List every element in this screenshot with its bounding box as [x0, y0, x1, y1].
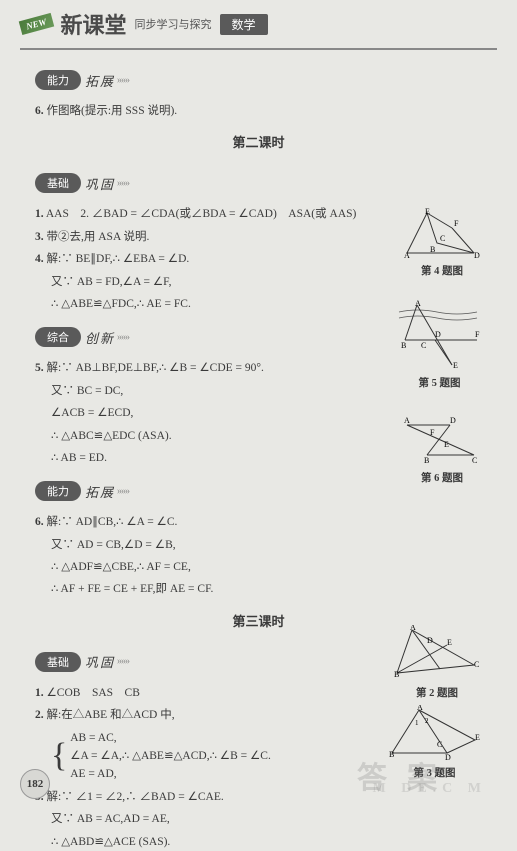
svg-text:A: A — [404, 251, 410, 258]
svg-text:1: 1 — [415, 719, 419, 727]
svg-text:E: E — [475, 733, 480, 742]
new-badge: NEW — [19, 13, 54, 35]
triangle-abc-icon: A B C D E — [392, 625, 482, 680]
item-number: 3. — [35, 231, 44, 243]
chevron-icon: »»» — [117, 656, 129, 667]
item-text: 解:在△ABE 和△ACD 中, — [47, 709, 175, 721]
parallel-diagram-icon: A D F E B C — [402, 415, 482, 465]
svg-text:A: A — [410, 625, 416, 632]
answer-item: 又∵ AB = AC,AD = AE, — [35, 810, 482, 828]
svg-text:B: B — [430, 245, 435, 254]
tag-pill: 能力 — [35, 481, 81, 501]
figure-2-caption: 第 2 题图 — [392, 685, 482, 700]
svg-text:F: F — [430, 428, 435, 437]
tag-pill: 能力 — [35, 70, 81, 90]
subject-tab: 数学 — [220, 14, 268, 35]
answer-item: 6. 作图略(提示:用 SSS 说明). — [35, 102, 482, 120]
svg-text:2: 2 — [425, 717, 429, 725]
svg-text:C: C — [474, 660, 479, 669]
tag-pill: 基础 — [35, 652, 81, 672]
item-text: 解:∵ AD∥CB,∴ ∠A = ∠C. — [47, 516, 178, 528]
svg-text:A: A — [417, 705, 423, 712]
item-text: 解:∵ ∠1 = ∠2,∴ ∠BAD = ∠CAE. — [47, 791, 224, 803]
tag-suffix: 拓展 — [85, 71, 115, 90]
tag-pill: 基础 — [35, 173, 81, 193]
item-text: 解:∵ BE∥DF,∴ ∠EBA = ∠D. — [47, 253, 190, 265]
triangle-diagram-icon: A B C D E F — [402, 208, 482, 258]
svg-text:E: E — [447, 638, 452, 647]
answer-item: 6. 解:∵ AD∥CB,∴ ∠A = ∠C. — [35, 513, 482, 531]
page-header: NEW 新课堂 同步学习与探究 数学 — [0, 0, 517, 48]
item-number: 1. — [35, 208, 44, 220]
svg-text:B: B — [424, 456, 429, 465]
item-text: 作图略(提示:用 SSS 说明). — [47, 105, 178, 117]
book-subtitle: 同步学习与探究 — [135, 16, 212, 32]
page-number: 182 — [20, 769, 50, 799]
item-text: ∠COB SAS CB — [47, 687, 140, 699]
figure-6-caption: 第 6 题图 — [402, 470, 482, 485]
item-text: 解:∵ AB⊥BF,DE⊥BF,∴ ∠B = ∠CDE = 90°. — [47, 362, 264, 374]
svg-text:A: A — [415, 300, 421, 308]
figure-5-caption: 第 5 题图 — [397, 375, 482, 390]
section-ext: 能力 拓展 »»» — [35, 481, 129, 501]
figure-5: A B C D E F 第 5 题图 — [397, 300, 482, 390]
svg-text:C: C — [440, 234, 445, 243]
chevron-icon: »»» — [117, 486, 129, 497]
watermark-url: M DE.C M — [373, 781, 488, 797]
brace-content: AB = AC, ∠A = ∠A,∴ △ABE≌△ACD,∴ ∠B = ∠C. … — [70, 729, 271, 784]
section-base: 基础 巩固 »»» — [35, 173, 129, 193]
svg-text:A: A — [404, 416, 410, 425]
chevron-icon: »»» — [117, 332, 129, 343]
left-brace-icon: { — [51, 750, 67, 762]
item-text: AAS 2. ∠BAD = ∠CDA(或∠BDA = ∠CAD) ASA(或 A… — [46, 208, 356, 220]
tag-suffix: 巩固 — [85, 652, 115, 671]
tag-suffix: 创新 — [85, 328, 115, 347]
svg-text:F: F — [475, 330, 480, 339]
tag-suffix: 拓展 — [85, 482, 115, 501]
chevron-icon: »»» — [117, 178, 129, 189]
item-number: 4. — [35, 253, 44, 265]
svg-text:C: C — [437, 740, 442, 749]
svg-text:D: D — [435, 330, 441, 339]
figure-2-l3: A B C D E 第 2 题图 — [392, 625, 482, 700]
section-comp: 综合 创新 »»» — [35, 327, 129, 347]
figure-4-caption: 第 4 题图 — [402, 263, 482, 278]
svg-text:C: C — [421, 341, 426, 350]
svg-text:C: C — [472, 456, 477, 465]
triangle-sas-icon: A B D C E 1 2 — [387, 705, 482, 760]
answer-item: ∴ △ADF≌△CBE,∴ AF = CE, — [35, 558, 482, 576]
chevron-icon: »»» — [117, 75, 129, 86]
book-title: 新课堂 — [61, 8, 127, 40]
item-number: 6. — [35, 105, 44, 117]
brace-line: AB = AC, — [70, 732, 116, 744]
svg-text:B: B — [401, 341, 406, 350]
answer-item: ∴ AF + FE = CE + EF,即 AE = CF. — [35, 580, 482, 598]
brace-line: AE = AD, — [70, 768, 116, 780]
section-base-3: 基础 巩固 »»» — [35, 652, 129, 672]
svg-text:F: F — [454, 219, 459, 228]
svg-text:E: E — [453, 361, 458, 370]
lesson-2-title: 第二课时 — [35, 132, 482, 151]
svg-text:E: E — [444, 440, 449, 449]
answer-item: ∴ △ABD≌△ACE (SAS). — [35, 833, 482, 851]
figure-6: A D F E B C 第 6 题图 — [402, 415, 482, 485]
geometry-diagram-icon: A B C D E F — [397, 300, 482, 370]
svg-text:D: D — [474, 251, 480, 258]
svg-text:E: E — [425, 208, 430, 216]
section-ability-ext: 能力 拓展 »»» — [35, 70, 129, 90]
item-number: 5. — [35, 362, 44, 374]
figure-4: A B C D E F 第 4 题图 — [402, 208, 482, 278]
tag-suffix: 巩固 — [85, 174, 115, 193]
item-number: 1. — [35, 687, 44, 699]
svg-text:D: D — [450, 416, 456, 425]
tag-pill: 综合 — [35, 327, 81, 347]
svg-text:D: D — [427, 636, 433, 645]
item-number: 6. — [35, 516, 44, 528]
brace-line: ∠A = ∠A,∴ △ABE≌△ACD,∴ ∠B = ∠C. — [70, 750, 271, 762]
item-text: 带②去,用 ASA 说明. — [47, 231, 150, 243]
svg-text:B: B — [394, 670, 399, 679]
answer-item: 又∵ AD = CB,∠D = ∠B, — [35, 536, 482, 554]
item-number: 2. — [35, 709, 44, 721]
header-divider — [20, 48, 497, 50]
